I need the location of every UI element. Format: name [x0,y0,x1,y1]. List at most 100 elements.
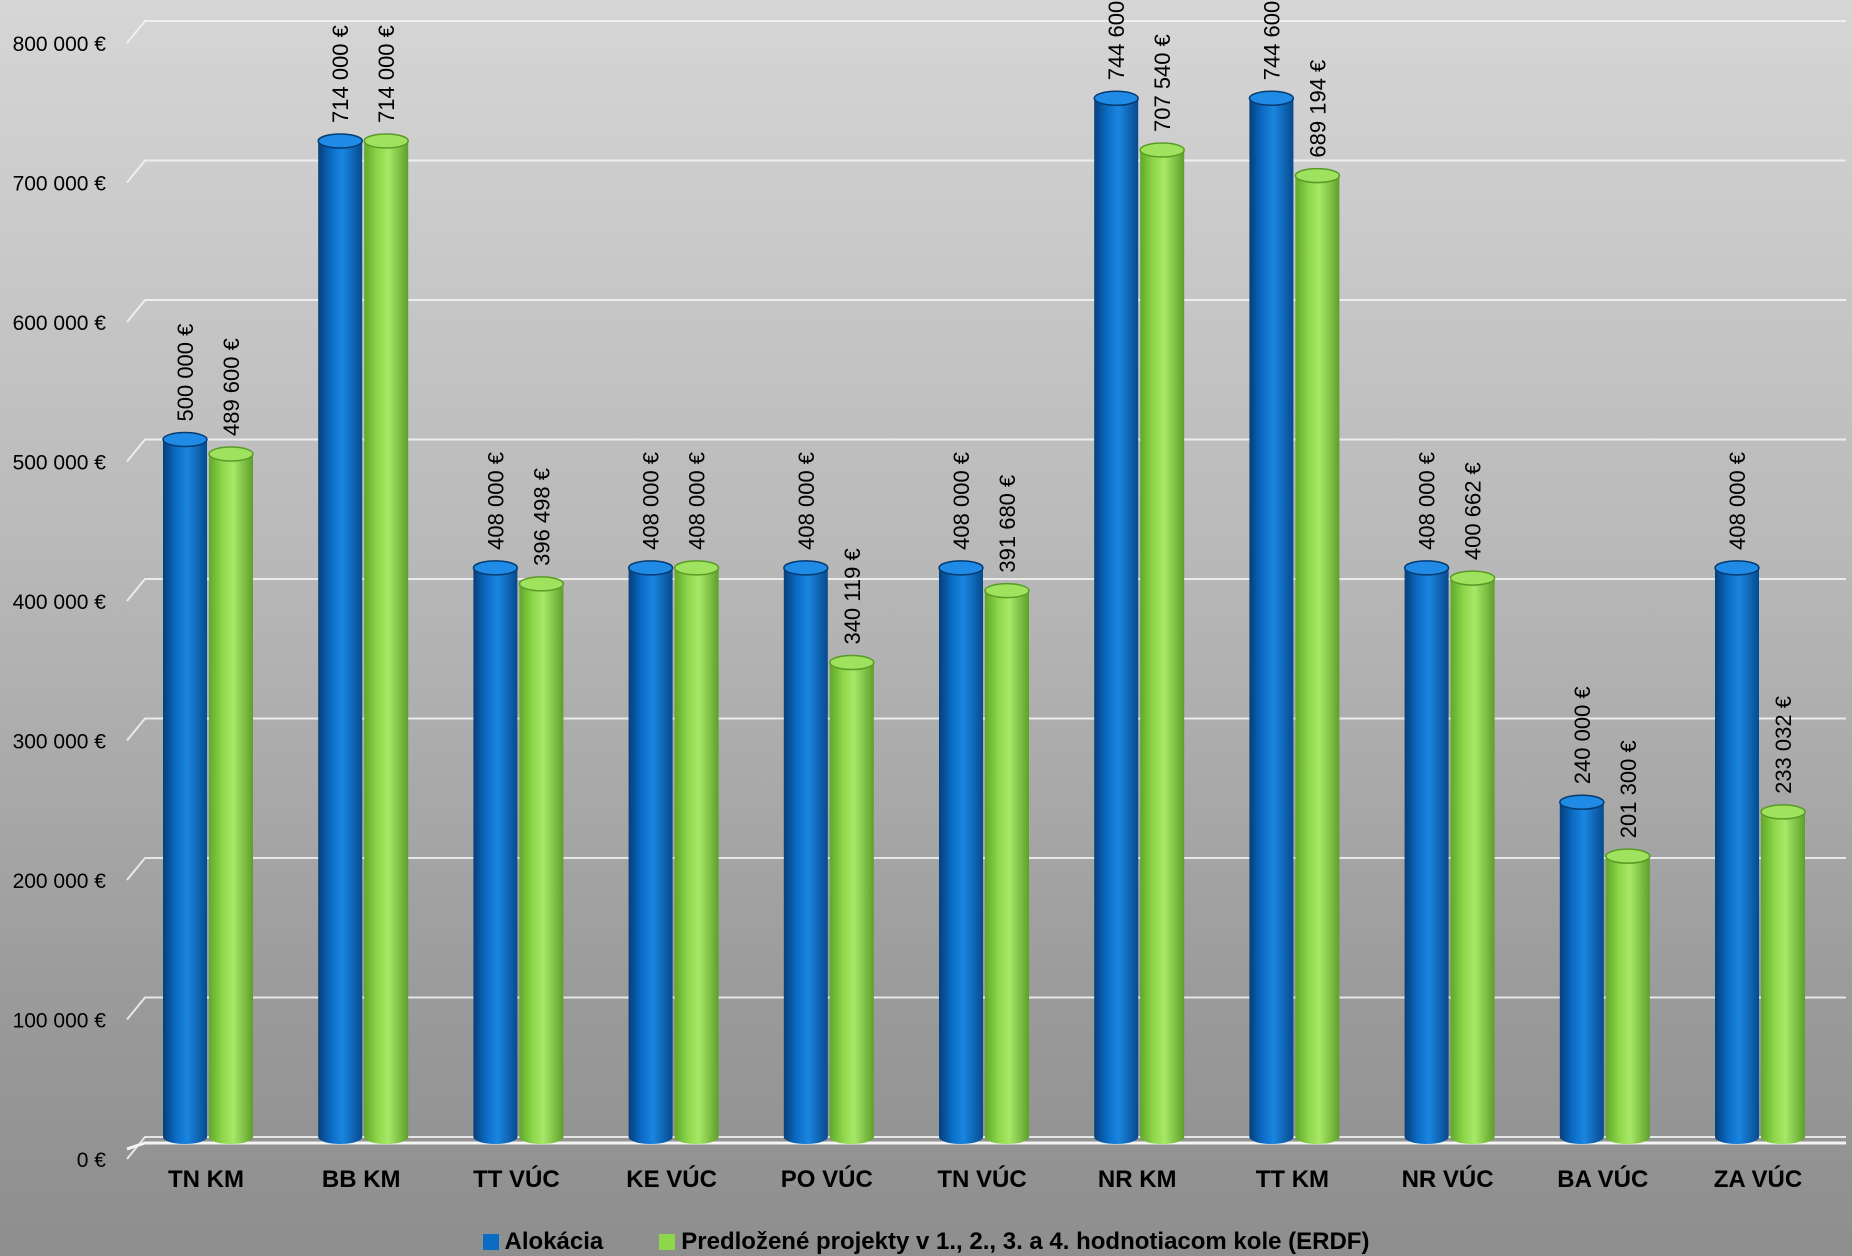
data-label: 400 662 € [1461,462,1486,560]
x-tick-label: PO VÚC [781,1165,873,1193]
legend-item-alokacia: Alokácia [482,1228,604,1256]
bar-cap [208,446,254,462]
data-label: 489 600 € [219,338,244,436]
y-tick-label: 100 000 € [13,1010,107,1033]
data-labels: 500 000 € 489 600 € 714 000 € 714 000 € 408 … [173,1,1796,838]
bar-cap [162,431,208,448]
bar-cap [1248,90,1295,107]
bar-alokacia [473,567,518,1137]
bar-base [318,1130,363,1144]
legend-swatch-green [659,1234,676,1250]
bar-cap [938,560,984,576]
bar-base [1094,1130,1139,1144]
bar-predlozene [1450,578,1495,1137]
data-label: 714 000 € [328,25,353,123]
bar-base [209,1130,253,1144]
legend: Alokácia Predložené projekty v 1., 2., 3… [0,1228,1852,1256]
bar-base [1715,1130,1759,1144]
data-label: 408 000 € [949,452,974,550]
bar-base [628,1130,673,1144]
y-tick-label: 0 € [77,1149,107,1172]
x-tick-label: BB KM [322,1166,401,1193]
bar-alokacia [1404,567,1449,1137]
x-tick-label: TN KM [168,1166,244,1193]
data-label: 340 119 € [840,548,865,644]
data-label: 408 000 € [794,452,819,550]
y-axis: 0 € 100 000 € 200 000 € 300 000 € 400 000 € 5… [13,33,107,1172]
bar-cap [673,560,720,576]
bar-cap [1403,560,1450,576]
bar-cap [1605,848,1651,864]
bar-predlozene [209,454,253,1137]
bar-base [364,1130,409,1144]
y-tick-label: 300 000 € [13,731,107,754]
bar-base [473,1130,518,1144]
bar-predlozene [1140,149,1185,1138]
legend-item-predlozene: Predložené projekty v 1., 2., 3. a 4. ho… [659,1228,1369,1256]
bar-alokacia [1094,98,1139,1138]
gridline [126,20,1846,44]
bar-base [1605,1130,1650,1144]
bar-predlozene [1761,811,1805,1137]
data-label: 744 600 [1259,1,1284,81]
y-tick-label: 200 000 € [13,870,107,893]
bar-base [939,1130,983,1144]
bar-base [519,1130,564,1144]
x-tick-label: NR KM [1098,1166,1177,1193]
bar-cap [472,560,519,576]
data-label: 408 000 € [483,452,508,550]
bar-alokacia [163,439,207,1137]
data-label: 201 300 € [1616,740,1641,838]
bar-base [1249,1130,1294,1144]
bar-cap [1559,794,1605,810]
data-label: 396 498 € [529,468,554,566]
bar-base [1140,1130,1185,1144]
data-label: 240 000 € [1570,686,1595,784]
bar-predlozene [1605,856,1650,1137]
bar-alokacia [1715,567,1759,1137]
x-tick-label: TT VÚC [473,1165,560,1193]
data-label: 408 000 € [685,452,710,550]
x-tick-label: ZA VÚC [1714,1165,1802,1193]
legend-label: Alokácia [504,1228,604,1255]
bar-cap [984,582,1030,599]
bar-cap [1714,560,1760,576]
bar-base [1559,1130,1604,1144]
bar-cap [829,654,875,671]
data-label: 408 000 € [1415,452,1440,550]
bar-cap [317,133,363,149]
bar-cap [1294,167,1341,184]
bar-cap [363,133,409,149]
bar-base [1450,1130,1495,1144]
data-label: 408 000 € [639,452,664,550]
y-tick-label: 800 000 € [13,33,107,56]
bar-base [829,1130,874,1144]
x-tick-label: NR VÚC [1402,1165,1494,1193]
y-tick-label: 700 000 € [13,173,107,196]
bar-predlozene [1295,175,1340,1138]
bar-base [674,1130,719,1144]
bar-alokacia [318,140,363,1138]
bar-alokacia [939,567,983,1137]
data-label: 707 540 € [1150,34,1175,132]
bar-predlozene [364,140,409,1138]
bar-base [1295,1130,1340,1144]
y-tick-label: 600 000 € [13,312,107,335]
bar-alokacia [1249,98,1294,1138]
x-tick-label: BA VÚC [1557,1165,1648,1193]
bar-cap [1139,142,1185,158]
bar-predlozene [829,662,874,1137]
legend-label: Predložené projekty v 1., 2., 3. a 4. ho… [681,1228,1370,1255]
data-label: 408 000 € [1725,452,1750,550]
bar-cap [1449,570,1496,586]
bar-base [783,1130,828,1144]
legend-swatch-blue [482,1234,499,1250]
bar-alokacia [1559,802,1604,1137]
x-tick-label: KE VÚC [626,1165,717,1193]
bar-base [163,1130,207,1144]
data-label: 689 194 € [1305,60,1330,158]
bar-base [985,1130,1029,1144]
bars [162,90,1806,1144]
data-label: 500 000 € [173,324,198,422]
